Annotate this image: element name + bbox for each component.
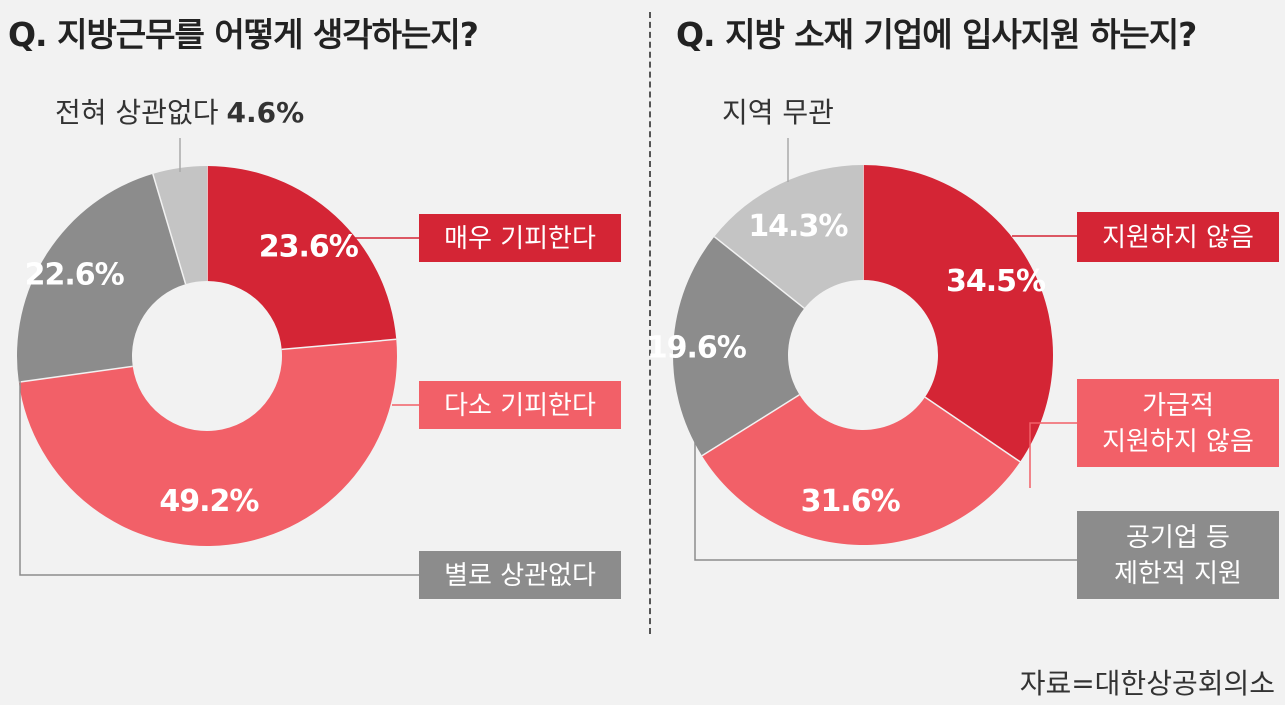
slice-value-label: 49.2% <box>159 484 259 519</box>
leader-line <box>694 430 1077 561</box>
slice-value-label: 19.6% <box>647 330 747 365</box>
plain-callout-label: 전혀 상관없다 4.6% <box>55 96 304 129</box>
slice-separator <box>713 236 805 309</box>
legend-box-label: 다소 기피한다 <box>444 391 596 421</box>
leader-line <box>19 380 419 576</box>
donut-slice-3 <box>673 236 805 456</box>
donut-slice-2 <box>18 339 398 546</box>
legend-box <box>419 551 621 599</box>
chart-title-left: Q. 지방근무를 어떻게 생각하는지? <box>8 15 479 54</box>
section-divider <box>649 12 651 634</box>
slice-value-label: 22.6% <box>25 258 125 293</box>
donut-slice-4 <box>714 165 863 309</box>
slice-separator <box>18 365 133 383</box>
source-note: 자료=대한상공회의소 <box>1019 667 1275 700</box>
donut-slice-1 <box>863 165 1053 462</box>
slice-value-label: 14.3% <box>748 209 848 244</box>
legend-box-label: 매우 기피한다 <box>444 224 596 254</box>
legend-box <box>1077 511 1279 599</box>
chart-title-right: Q. 지방 소재 기업에 입사지원 하는지? <box>676 15 1197 54</box>
slice-separator <box>152 173 187 285</box>
donut-slice-4 <box>152 166 207 285</box>
legend-box-label: 지원하지 않음 <box>1102 427 1254 457</box>
slice-value-label: 34.5% <box>946 264 1046 299</box>
legend-box <box>419 214 621 262</box>
donut-slice-3 <box>16 173 186 383</box>
slice-separator <box>701 394 800 457</box>
legend-box <box>1077 379 1279 467</box>
slice-separator <box>924 396 1021 463</box>
slice-value-label: 31.6% <box>801 484 901 519</box>
legend-box-label: 가급적 <box>1142 391 1214 421</box>
legend-box-label: 공기업 등 <box>1126 523 1230 553</box>
legend-box-label: 별로 상관없다 <box>444 561 596 591</box>
legend-box-label: 지원하지 않음 <box>1102 223 1254 253</box>
slice-value-label: 23.6% <box>259 229 359 264</box>
donut-slice-1 <box>207 166 397 350</box>
slice-separator <box>281 338 397 351</box>
legend-box <box>1077 212 1279 262</box>
legend-box <box>419 381 621 429</box>
donut-slice-2 <box>701 394 1021 545</box>
legend-box-label: 제한적 지원 <box>1114 559 1242 589</box>
leader-line <box>1029 422 1077 488</box>
plain-callout-label: 지역 무관 <box>722 96 834 129</box>
